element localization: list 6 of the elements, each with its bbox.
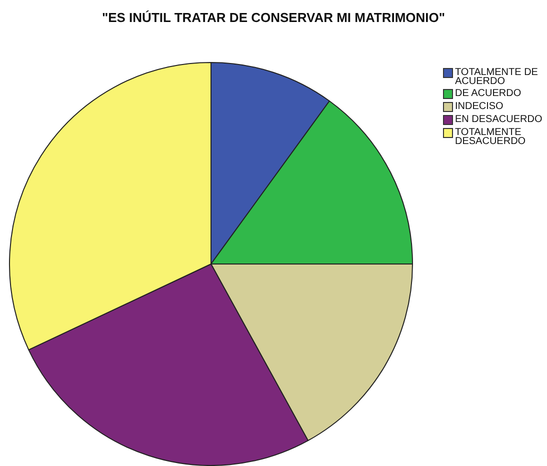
legend-label: INDECISO — [455, 101, 504, 112]
legend-label: DE ACUERDO — [455, 88, 522, 99]
legend-label: TOTALMENTE DESACUERDO — [455, 127, 527, 147]
chart-title: "ES INÚTIL TRATAR DE CONSERVAR MI MATRIMONIO" — [100, 10, 446, 25]
legend-label: TOTALMENTE DE ACUERDO — [455, 67, 539, 87]
legend-label: EN DESACUERDO — [455, 114, 542, 125]
